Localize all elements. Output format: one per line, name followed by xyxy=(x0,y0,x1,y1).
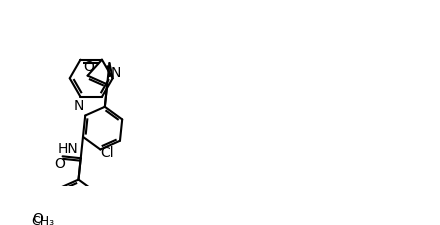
Text: Cl: Cl xyxy=(100,145,114,159)
Text: N: N xyxy=(110,65,121,79)
Text: HN: HN xyxy=(58,141,79,155)
Text: O: O xyxy=(32,211,43,225)
Text: CH₃: CH₃ xyxy=(31,214,55,225)
Text: O: O xyxy=(55,156,66,170)
Text: O: O xyxy=(83,60,94,74)
Text: N: N xyxy=(73,98,84,112)
